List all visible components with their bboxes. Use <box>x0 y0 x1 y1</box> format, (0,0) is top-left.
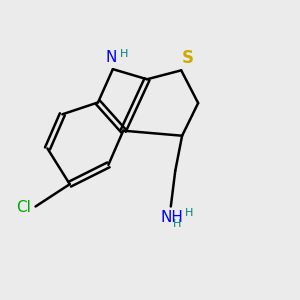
Text: NH: NH <box>161 210 184 225</box>
Text: H: H <box>172 219 181 229</box>
Text: Cl: Cl <box>16 200 31 215</box>
Text: S: S <box>182 49 194 67</box>
Text: H: H <box>185 208 194 218</box>
Text: N: N <box>106 50 117 65</box>
Text: H: H <box>120 49 128 59</box>
